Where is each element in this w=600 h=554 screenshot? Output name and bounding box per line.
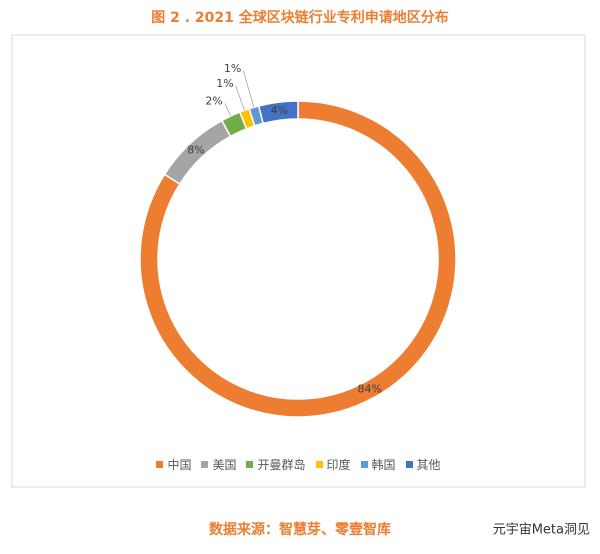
legend-swatch bbox=[405, 461, 413, 468]
legend-label: 韩国 bbox=[371, 458, 396, 472]
legend-item: 韩国 bbox=[360, 456, 396, 473]
legend-item: 开曼群岛 bbox=[246, 456, 306, 473]
legend-label: 开曼群岛 bbox=[257, 458, 306, 472]
data-label: 8% bbox=[187, 143, 204, 156]
data-label: 1% bbox=[224, 62, 241, 75]
legend-swatch bbox=[246, 461, 254, 468]
donut-segment bbox=[257, 100, 299, 125]
legend-swatch bbox=[315, 461, 323, 468]
legend: 中国 美国 开曼群岛 印度 韩国 其他 bbox=[12, 456, 585, 473]
legend-item: 美国 bbox=[201, 456, 236, 473]
leader-line bbox=[242, 70, 255, 108]
legend-label: 其他 bbox=[416, 458, 441, 472]
chart-frame bbox=[11, 34, 586, 488]
legend-swatch bbox=[360, 461, 368, 468]
watermark: 元宇宙Meta洞见 bbox=[493, 523, 590, 538]
data-label: 1% bbox=[216, 77, 233, 90]
source: 数据来源：智慧芽、零壹智库 bbox=[209, 521, 391, 538]
legend-label: 印度 bbox=[326, 458, 351, 472]
chart-title: 图 2 . 2021 全球区块链行业专利申请地区分布 bbox=[151, 9, 449, 26]
legend-label: 美国 bbox=[212, 458, 237, 472]
legend-swatch bbox=[201, 461, 209, 468]
leader-line bbox=[224, 103, 232, 117]
donut-segment bbox=[139, 100, 457, 418]
data-label: 4% bbox=[271, 104, 288, 117]
legend-item: 中国 bbox=[156, 456, 191, 473]
leader-line bbox=[235, 85, 245, 111]
legend-item: 印度 bbox=[315, 456, 351, 473]
legend-swatch bbox=[156, 461, 164, 468]
legend-label: 中国 bbox=[167, 458, 192, 472]
data-label: 84% bbox=[358, 383, 382, 396]
data-label: 2% bbox=[205, 94, 222, 107]
legend-item: 其他 bbox=[405, 456, 441, 473]
